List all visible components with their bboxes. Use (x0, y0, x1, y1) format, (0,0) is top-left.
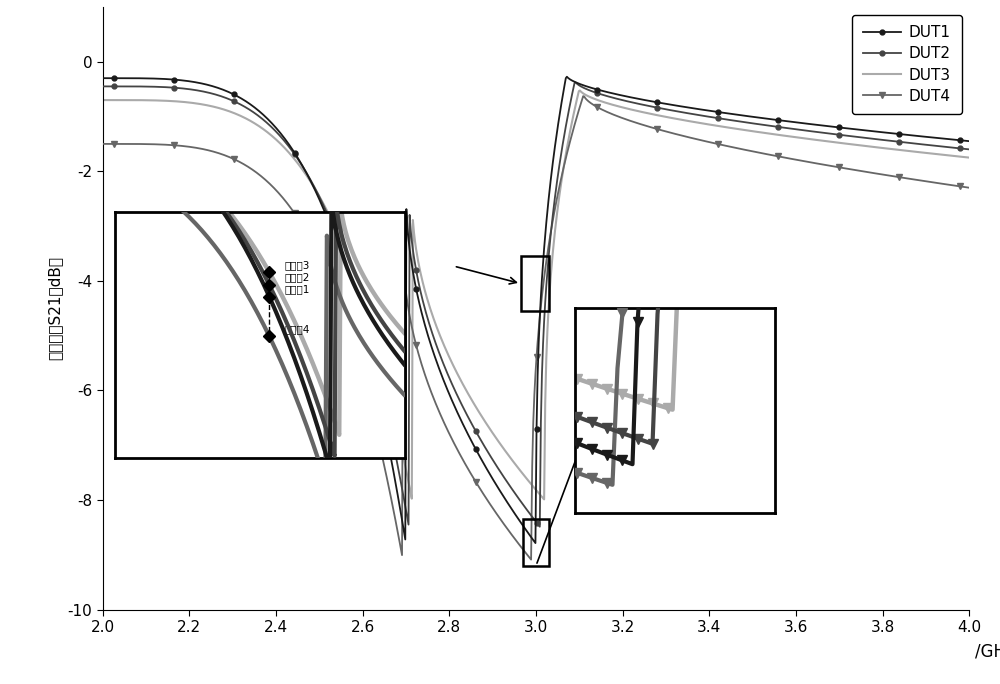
DUT4 (525, 555, 537, 564)
DUT4 (963, 183, 975, 192)
DUT2 (625, 98, 637, 106)
DUT2 (534, 523, 546, 531)
DUT3 (574, 86, 586, 94)
DUT2 (756, 120, 768, 129)
Line: DUT2: DUT2 (100, 80, 972, 529)
DUT4 (651, 125, 663, 133)
DUT3 (963, 153, 975, 161)
DUT3 (150, 96, 162, 105)
DUT1 (602, 88, 614, 96)
DUT3 (651, 111, 663, 119)
Y-axis label: 插入损耗S21（dB）: 插入损耗S21（dB） (47, 256, 62, 360)
Bar (521, 256, 549, 311)
DUT4 (97, 140, 109, 148)
DUT3 (625, 105, 637, 114)
Text: 损耗点1: 损耗点1 (285, 285, 310, 294)
Bar (523, 519, 549, 566)
DUT2 (602, 92, 614, 101)
DUT2 (651, 103, 663, 111)
X-axis label: /GHz: /GHz (975, 643, 1000, 661)
DUT1 (963, 137, 975, 145)
Text: 损耗点3: 损耗点3 (285, 260, 310, 269)
DUT4 (845, 166, 857, 174)
DUT4 (756, 149, 768, 157)
DUT3 (756, 129, 768, 137)
DUT1 (756, 114, 768, 122)
DUT1 (150, 75, 162, 83)
Line: DUT4: DUT4 (100, 93, 972, 562)
DUT1 (529, 539, 541, 547)
DUT2 (150, 83, 162, 91)
Line: DUT1: DUT1 (100, 75, 972, 546)
DUT4 (602, 108, 614, 116)
DUT2 (845, 132, 857, 140)
DUT3 (845, 140, 857, 148)
DUT4 (625, 117, 637, 125)
DUT3 (538, 495, 550, 503)
DUT1 (625, 93, 637, 101)
DUT4 (577, 92, 589, 101)
DUT2 (97, 82, 109, 90)
DUT1 (561, 73, 573, 81)
DUT1 (651, 98, 663, 107)
DUT3 (97, 96, 109, 104)
Legend: DUT1, DUT2, DUT3, DUT4: DUT1, DUT2, DUT3, DUT4 (852, 14, 962, 114)
DUT1 (845, 124, 857, 133)
Text: 损耗点2: 损耗点2 (285, 273, 310, 282)
DUT3 (602, 99, 614, 107)
DUT2 (963, 145, 975, 153)
DUT2 (570, 78, 582, 86)
Line: DUT3: DUT3 (103, 90, 969, 499)
Text: 损耗点4: 损耗点4 (285, 324, 310, 334)
DUT4 (150, 140, 162, 148)
DUT1 (97, 74, 109, 82)
